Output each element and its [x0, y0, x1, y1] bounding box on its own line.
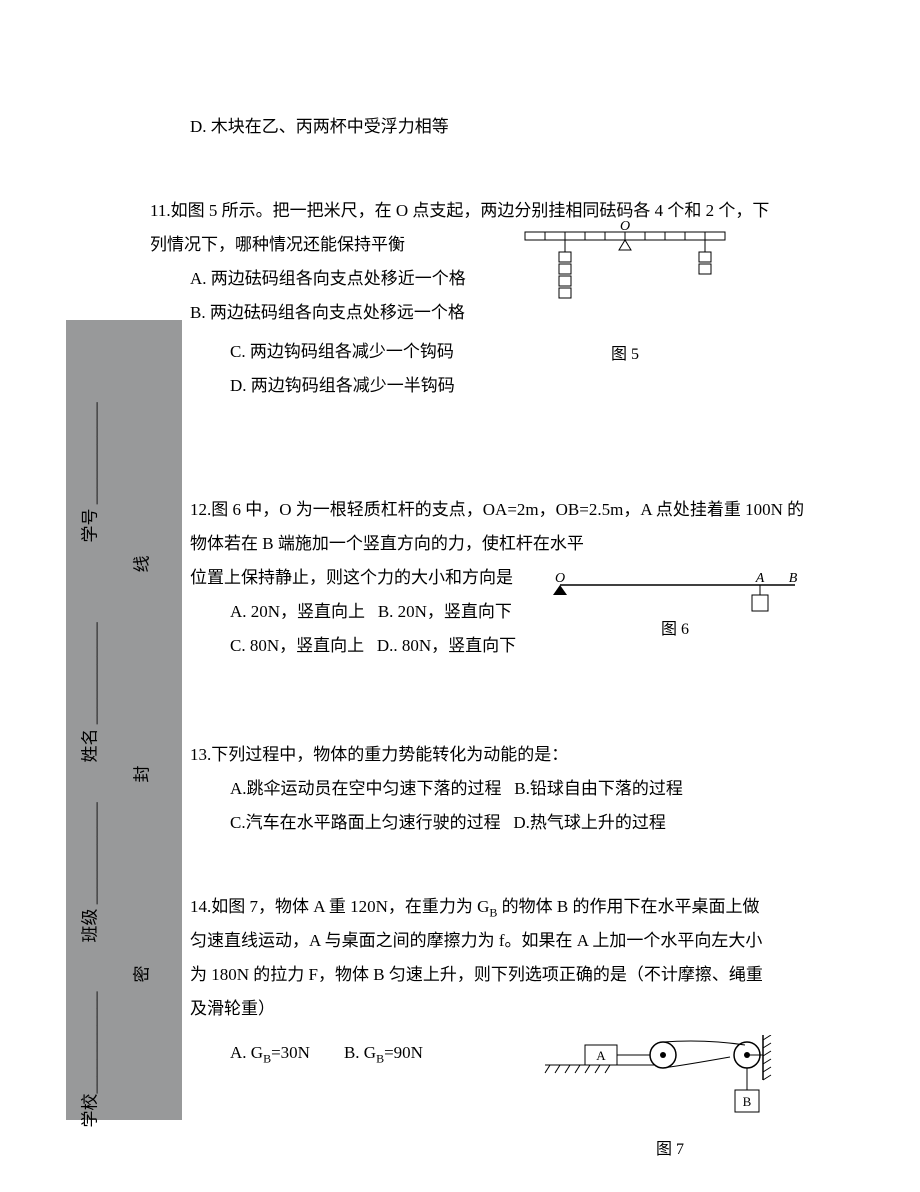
- q12-stem-1: 12.图 6 中，O 为一根轻质杠杆的支点，OA=2m，OB=2.5m，A 点处…: [190, 493, 850, 527]
- q13-opts-ab: A.跳伞运动员在空中匀速下落的过程 B.铅球自由下落的过程: [190, 772, 850, 806]
- q12-stem-2: 物体若在 B 端施加一个竖直方向的力，使杠杆在水平: [190, 527, 850, 561]
- opt-a-sub: B: [263, 1052, 271, 1066]
- q14-stem-2: 匀速直线运动，A 与桌面之间的摩擦力为 f。如果在 A 上加一个水平向左大小: [190, 924, 850, 958]
- text: 学校: [81, 1094, 100, 1128]
- opt-b-post: =90N: [384, 1043, 423, 1062]
- figure-6: O A B 图 6: [545, 570, 805, 630]
- q11-opt-d: D. 两边钩码组各减少一半钩码: [190, 369, 850, 403]
- q14-stem-4: 及滑轮重）: [190, 992, 850, 1026]
- binding-inner-2: 封: [128, 766, 153, 783]
- fig6-A: A: [755, 571, 765, 586]
- q14-s1-pre: 14.如图 7，物体 A 重 120N，在重力为 G: [190, 897, 489, 916]
- q13-opt-d: D.热气球上升的过程: [513, 813, 666, 832]
- fig5-label: 图 5: [515, 340, 735, 364]
- q13-opt-b: B.铅球自由下落的过程: [514, 779, 683, 798]
- q14-opt-a: A. GB=30N: [230, 1043, 314, 1062]
- text: 学号: [81, 509, 100, 543]
- text: 姓名: [81, 729, 100, 763]
- opt-a-pre: A. G: [230, 1043, 263, 1062]
- q13-stem: 13.下列过程中，物体的重力势能转化为动能的是：: [190, 738, 850, 772]
- q12-opt-c: C. 80N，竖直向上: [230, 636, 364, 655]
- fig6-label: 图 6: [545, 615, 805, 639]
- figure-5: O 图 5: [515, 220, 735, 360]
- q12-opt-d: D.. 80N，竖直向下: [377, 636, 516, 655]
- q13-opts-cd: C.汽车在水平路面上匀速行驶的过程 D.热气球上升的过程: [190, 806, 850, 840]
- fig7-svg: A B: [535, 1035, 805, 1125]
- binding-inner-1: 线: [128, 556, 153, 573]
- fig6-B: B: [789, 571, 798, 586]
- q14-stem-1: 14.如图 7，物体 A 重 120N，在重力为 GB 的物体 B 的作用下在水…: [190, 890, 850, 924]
- fig7-A: A: [596, 1048, 606, 1063]
- q11-opt-a: A. 两边砝码组各向支点处移近一个格: [150, 262, 850, 296]
- fig7-B: B: [743, 1094, 752, 1109]
- q12-opt-b: B. 20N，竖直向下: [378, 602, 512, 621]
- question-d-prev: D. 木块在乙、丙两杯中受浮力相等: [150, 110, 850, 144]
- binding-label-banji: 班级 ____________: [76, 802, 101, 942]
- binding-label-xuehao: 学号 ____________: [76, 402, 101, 542]
- binding-label-xingming: 姓名 ____________: [76, 622, 101, 762]
- q13-opt-a: A.跳伞运动员在空中匀速下落的过程: [230, 779, 502, 798]
- option-d-prev: D. 木块在乙、丙两杯中受浮力相等: [150, 110, 850, 144]
- binding-inner-3: 密: [128, 966, 153, 983]
- q11-stem-2: 列情况下，哪种情况还能保持平衡: [150, 228, 850, 262]
- q11-stem-1: 11.如图 5 所示。把一把米尺，在 O 点支起，两边分别挂相同砝码各 4 个和…: [150, 194, 850, 228]
- opt-a-post: =30N: [271, 1043, 310, 1062]
- q14-opt-b: B. GB=90N: [344, 1043, 423, 1062]
- fig6-svg: O A B: [545, 570, 805, 615]
- fig6-O: O: [555, 571, 565, 586]
- opt-b-sub: B: [376, 1052, 384, 1066]
- fig7-label: 图 7: [535, 1135, 805, 1159]
- q13-opt-c: C.汽车在水平路面上匀速行驶的过程: [230, 813, 501, 832]
- q14-s1-post: 的物体 B 的作用下在水平桌面上做: [497, 897, 759, 916]
- text: 班级: [81, 909, 100, 943]
- question-13: 13.下列过程中，物体的重力势能转化为动能的是： A.跳伞运动员在空中匀速下落的…: [190, 738, 850, 840]
- q12-opt-a: A. 20N，竖直向上: [230, 602, 365, 621]
- q14-stem-3: 为 180N 的拉力 F，物体 B 匀速上升，则下列选项正确的是（不计摩擦、绳重: [190, 958, 850, 992]
- fig5-svg: O: [515, 220, 735, 330]
- binding-label-xuexiao: 学校____________: [76, 992, 101, 1128]
- opt-b-pre: B. G: [344, 1043, 376, 1062]
- content-lower: C. 两边钩码组各减少一个钩码 D. 两边钩码组各减少一半钩码 12.图 6 中…: [190, 295, 850, 1101]
- figure-7: A B 图 7: [535, 1035, 805, 1145]
- svg-text:O: O: [620, 220, 630, 234]
